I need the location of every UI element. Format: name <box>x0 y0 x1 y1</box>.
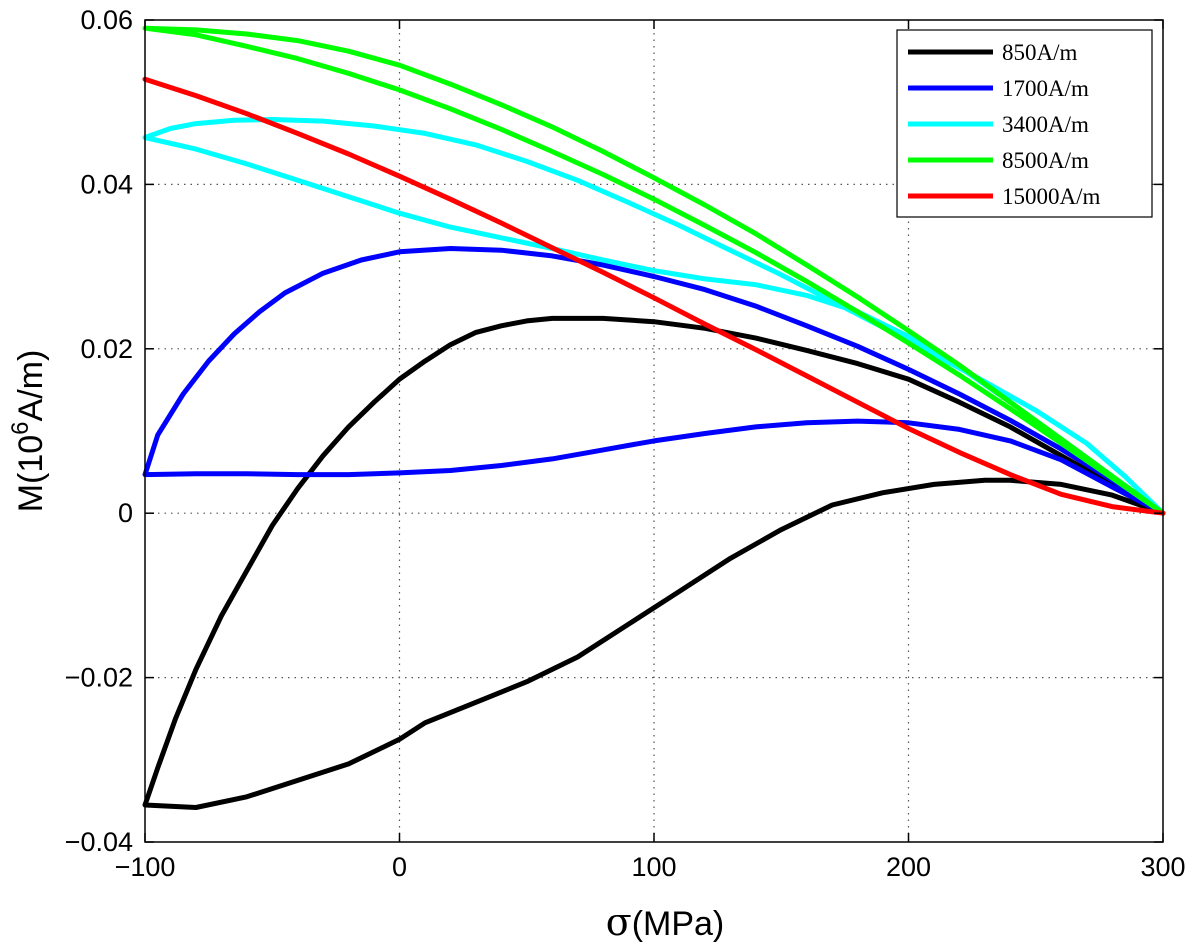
x-axis-unit: (MPa) <box>632 905 725 943</box>
legend-label: 8500A/m <box>1002 148 1089 173</box>
tick-labels: −100 0 100 200 300 −0.04 −0.02 0 0.02 0.04 0.06 <box>65 5 1186 882</box>
y-tick-label: 0 <box>118 498 133 528</box>
y-axis-exponent: 6 <box>7 421 34 434</box>
legend-label: 3400A/m <box>1002 112 1089 137</box>
x-tick-label: 300 <box>1140 852 1185 882</box>
y-axis-main: M(10 <box>12 435 50 512</box>
series-line-1700a-m <box>142 246 1166 516</box>
series-line-15000a-m <box>142 76 1166 516</box>
series-line-3400a-m <box>142 117 1166 516</box>
x-axis-symbol: σ <box>606 900 632 944</box>
legend-label: 1700A/m <box>1002 76 1089 101</box>
series-line-850a-m <box>142 315 1166 810</box>
y-axis-unit: A/m) <box>12 350 50 422</box>
y-tick-label: −0.02 <box>65 663 133 693</box>
ticks <box>144 19 1164 843</box>
y-tick-label: 0.02 <box>80 334 133 364</box>
legend-label: 850A/m <box>1002 40 1078 65</box>
x-tick-label: −100 <box>115 852 176 882</box>
x-tick-label: 100 <box>631 852 676 882</box>
y-tick-label: 0.06 <box>80 5 133 35</box>
y-tick-label: −0.04 <box>65 827 133 857</box>
x-tick-label: 0 <box>392 852 407 882</box>
x-tick-label: 200 <box>886 852 931 882</box>
legend-label: 15000A/m <box>1002 184 1101 209</box>
legend: 850A/m 1700A/m 3400A/m 8500A/m 15000A/m <box>896 29 1153 218</box>
y-axis-label: M(106A/m) <box>7 350 50 513</box>
y-tick-label: 0.04 <box>80 169 133 199</box>
x-axis-label: σ(MPa) <box>606 900 725 944</box>
